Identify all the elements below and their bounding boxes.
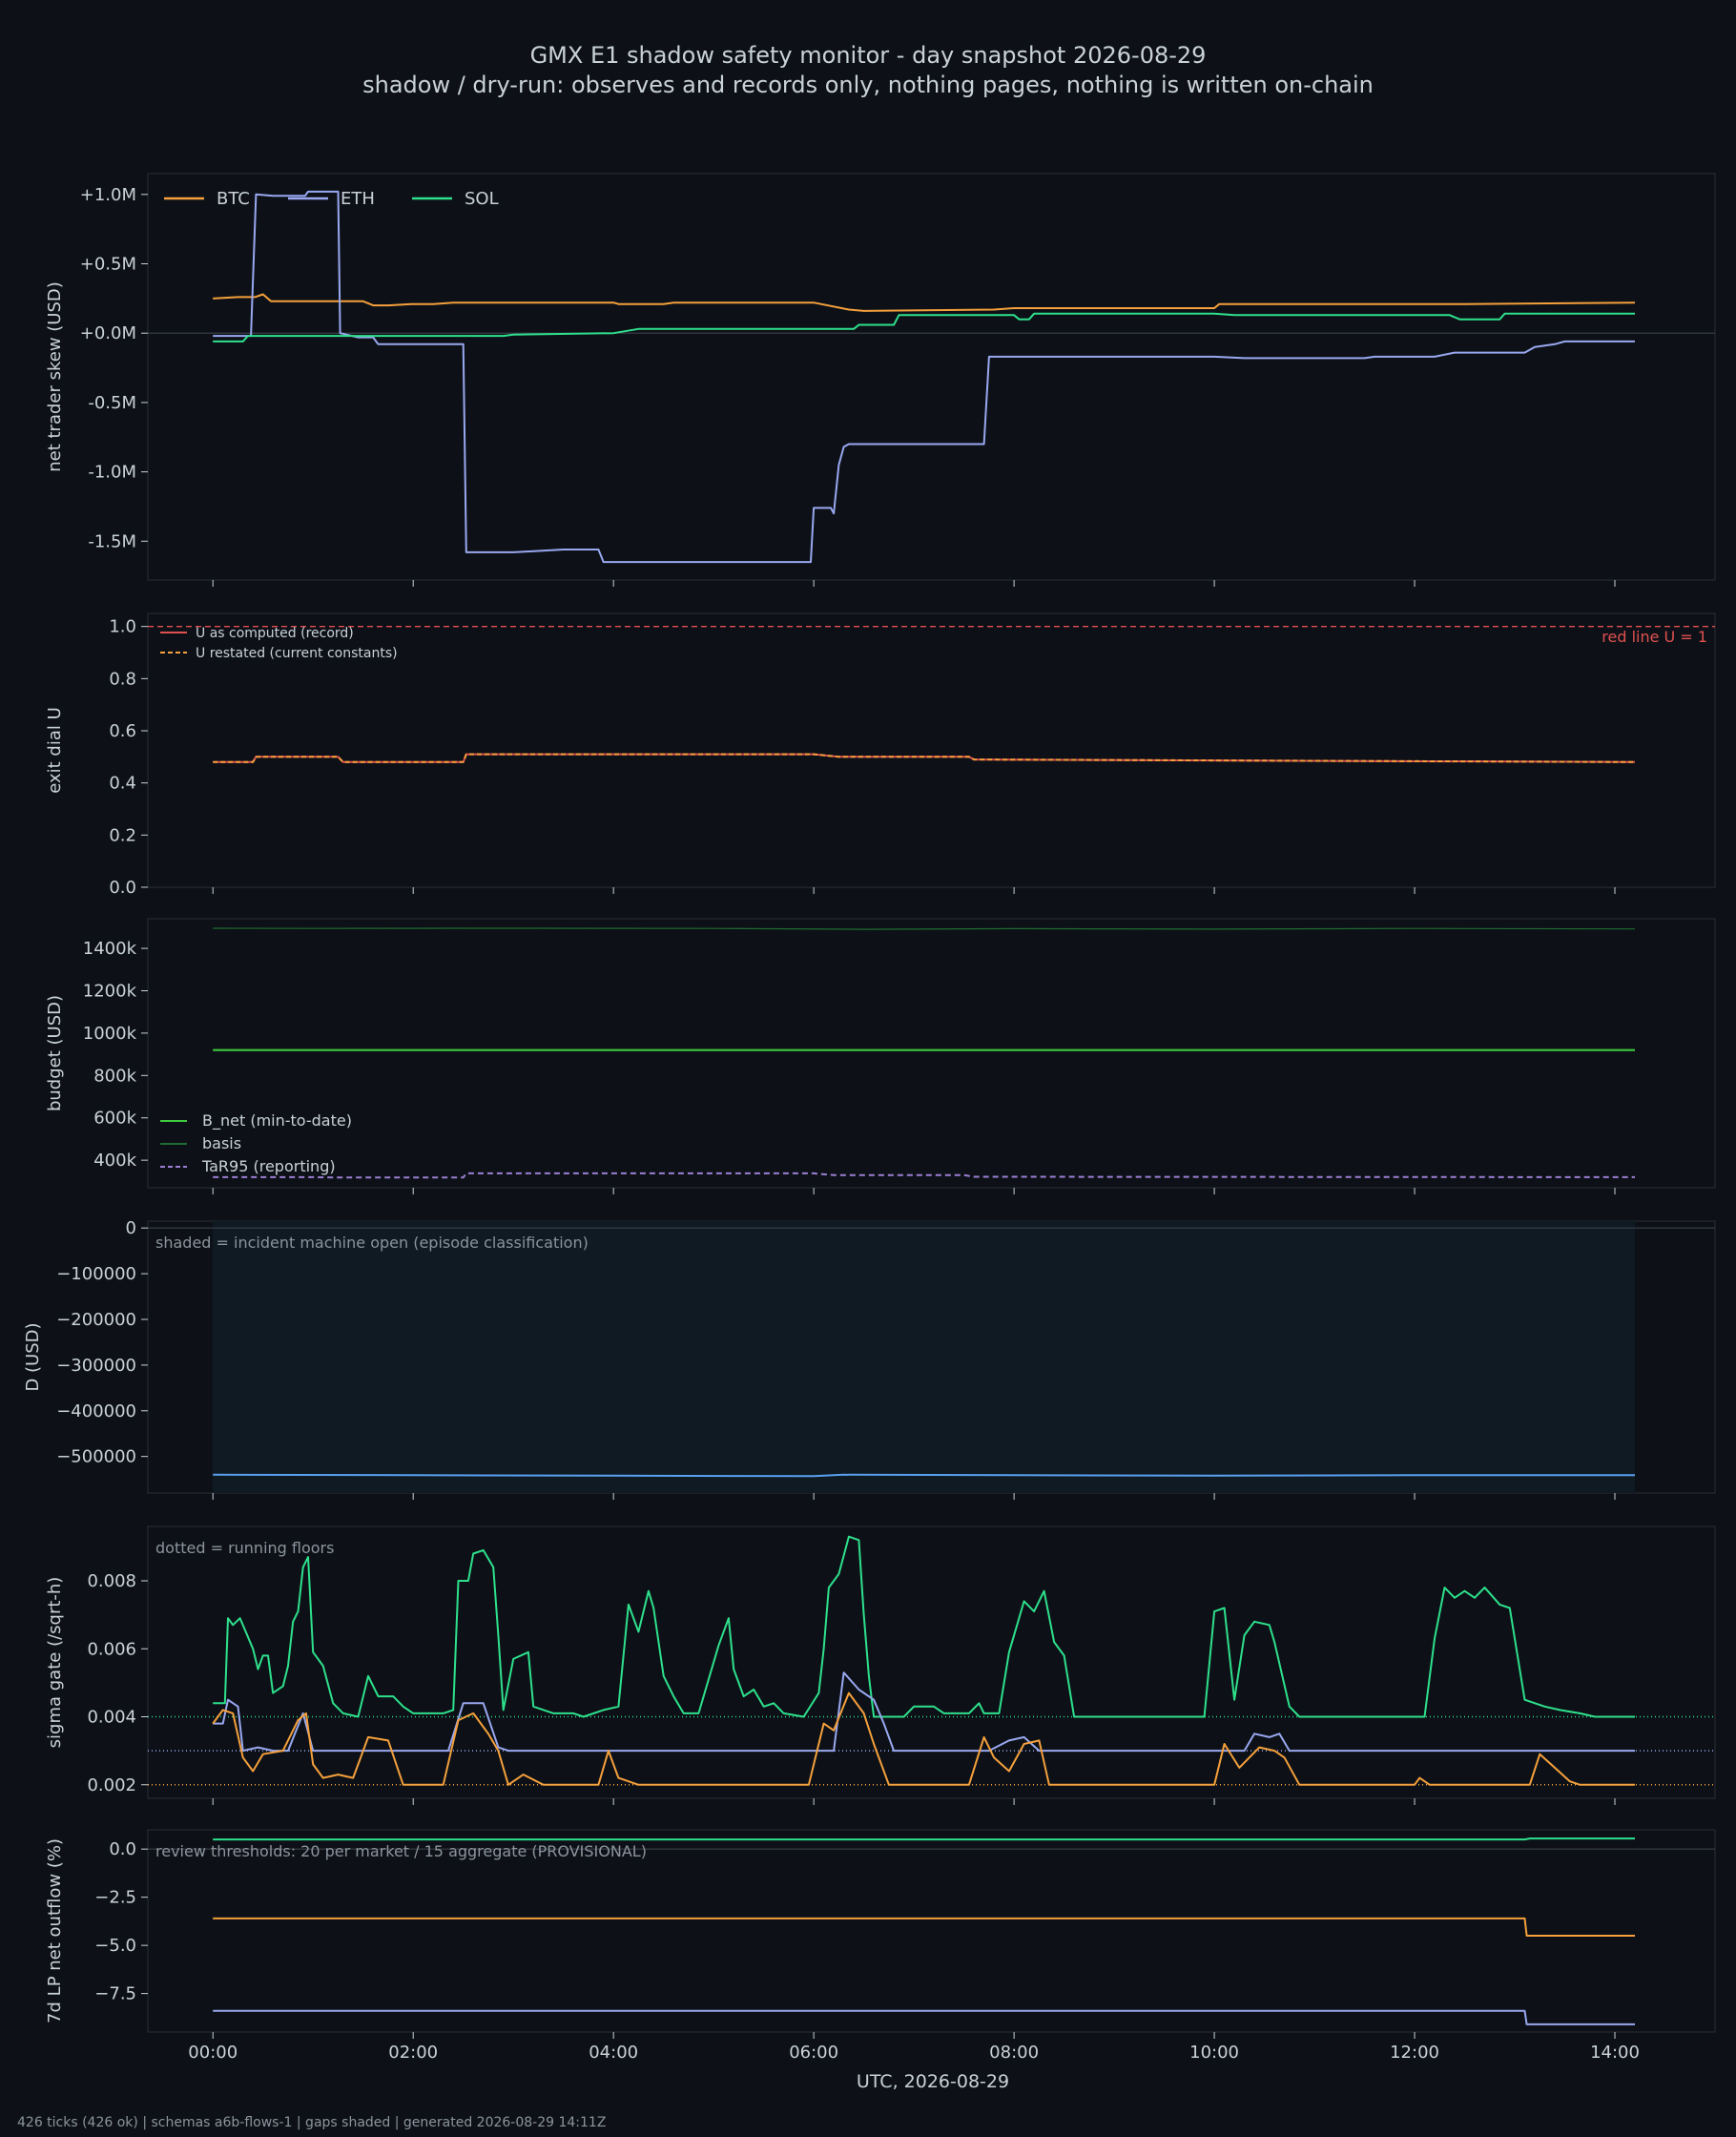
series-line-tar95-reporting- — [213, 1172, 1636, 1179]
series-line-eth — [213, 2009, 1635, 2025]
y-tick-label: 0.004 — [87, 1708, 136, 1728]
y-tick-label: −2.5 — [94, 1888, 136, 1908]
y-tick-label: 0.002 — [87, 1775, 136, 1795]
y-tick-label: 1200k — [83, 981, 137, 1001]
figure-title: GMX E1 shadow safety monitor - day snaps… — [530, 42, 1207, 69]
footer-status: 426 ticks (426 ok) | schemas a6b-flows-1… — [17, 2115, 606, 2130]
y-axis-label: budget (USD) — [45, 995, 65, 1111]
series-line-sol — [213, 1837, 1635, 1841]
x-tick-label: 14:00 — [1590, 2043, 1640, 2063]
legend-label: ETH — [341, 189, 375, 209]
x-tick-label: 10:00 — [1189, 2043, 1239, 2063]
y-tick-label: 400k — [93, 1151, 136, 1171]
series-line-basis — [213, 927, 1636, 930]
panel-frame — [147, 1525, 1716, 1799]
y-tick-label: 0.6 — [109, 721, 136, 741]
figure-subtitle: shadow / dry-run: observes and records o… — [362, 72, 1374, 98]
y-tick-label: 600k — [93, 1109, 136, 1129]
panel-lp_outflow: 0.0 −2.5 −5.0 −7.5 7d LP net outflow (%) revi… — [45, 1829, 1716, 2039]
panels: -1.5M -1.0M -0.5M +0.0M +0.5M +1.0M net trader… — [23, 173, 1716, 2063]
y-tick-label: −100000 — [56, 1264, 136, 1284]
panel-annotation: dotted = running floors — [155, 1539, 334, 1557]
series-line-sol — [213, 312, 1635, 342]
y-axis-label: net trader skew (USD) — [45, 281, 65, 472]
legend-label: BTC — [217, 189, 250, 209]
legend-label: B_net (min-to-date) — [202, 1111, 352, 1131]
incident-shade — [213, 1221, 1636, 1493]
series-line-sol — [213, 1535, 1635, 1718]
panel-frame — [147, 918, 1716, 1189]
y-tick-label: −200000 — [56, 1310, 136, 1330]
legend-label: U as computed (record) — [196, 626, 354, 641]
y-axis-label: sigma gate (/sqrt-h) — [45, 1577, 65, 1749]
legend-label: SOL — [465, 189, 499, 209]
series-line-btc — [213, 293, 1636, 312]
series-line-btc — [212, 1691, 1635, 1786]
y-axis-label: exit dial U — [45, 707, 65, 794]
y-tick-label: 0.006 — [87, 1639, 136, 1659]
panel-sigma_gate: 0.002 0.004 0.006 0.008 sigma gate (/sqrt-h)… — [45, 1525, 1716, 1805]
y-tick-label: -0.5M — [88, 393, 136, 413]
red-line-annotation: red line U = 1 — [1602, 628, 1707, 646]
x-tick-label: 02:00 — [388, 2043, 438, 2063]
y-tick-label: -1.0M — [88, 463, 136, 483]
x-axis-label: UTC, 2026-08-29 — [857, 2071, 1009, 2092]
legend-label: U restated (current constants) — [196, 646, 398, 661]
y-tick-label: +1.0M — [80, 185, 136, 205]
panel-frame — [147, 612, 1716, 888]
legend-label: TaR95 (reporting) — [201, 1157, 336, 1175]
y-tick-label: 0.2 — [109, 825, 136, 845]
y-tick-label: 0.008 — [87, 1571, 136, 1591]
x-tick-label: 08:00 — [989, 2043, 1039, 2063]
panel-frame — [147, 1829, 1716, 2033]
y-axis-label: 7d LP net outflow (%) — [45, 1838, 65, 2023]
y-tick-label: -1.5M — [88, 531, 136, 551]
y-tick-label: 0.0 — [109, 1839, 136, 1859]
y-tick-label: −500000 — [56, 1447, 136, 1467]
y-tick-label: −5.0 — [94, 1936, 136, 1956]
series-line-u-restated-current-constants- — [213, 753, 1636, 763]
series-line-eth — [213, 190, 1635, 564]
y-tick-label: −300000 — [56, 1356, 136, 1376]
y-tick-label: 0.4 — [109, 774, 136, 794]
y-axis-label: D (USD) — [23, 1322, 43, 1391]
y-tick-label: 1400k — [83, 939, 137, 959]
x-tick-label: 00:00 — [188, 2043, 238, 2063]
x-tick-label: 06:00 — [789, 2043, 838, 2063]
panel-exit_dial: 0.0 0.2 0.4 0.6 0.8 1.0 exit dial U red line U … — [45, 612, 1716, 898]
y-tick-label: 1000k — [83, 1024, 137, 1044]
x-tick-label: 04:00 — [589, 2043, 638, 2063]
y-tick-label: 0.8 — [109, 669, 136, 689]
panel-skew: -1.5M -1.0M -0.5M +0.0M +0.5M +1.0M net trader… — [45, 173, 1716, 587]
legend-label: basis — [202, 1134, 241, 1152]
y-tick-label: 800k — [93, 1066, 136, 1086]
series-line-d — [213, 1473, 1635, 1478]
x-tick-label: 12:00 — [1390, 2043, 1439, 2063]
y-tick-label: 0.0 — [109, 878, 136, 898]
panel-D: 0 −100000 −200000 −300000 −400000 −500000 D (U… — [23, 1218, 1716, 1500]
panel-annotation: shaded = incident machine open (episode … — [155, 1234, 589, 1252]
y-tick-label: 1.0 — [109, 617, 136, 637]
panel-annotation: review thresholds: 20 per market / 15 ag… — [155, 1842, 647, 1860]
series-line-eth — [213, 1671, 1635, 1753]
panel-frame — [147, 173, 1716, 581]
series-line-btc — [213, 1917, 1635, 1937]
y-tick-label: −400000 — [56, 1401, 136, 1421]
y-tick-label: −7.5 — [94, 1984, 136, 2004]
y-tick-label: 0 — [126, 1218, 136, 1238]
y-tick-label: +0.0M — [80, 323, 136, 343]
panel-budget: 400k 600k 800k 1000k 1200k 1400k budget (USD) B… — [45, 918, 1716, 1194]
y-tick-label: +0.5M — [80, 255, 136, 275]
